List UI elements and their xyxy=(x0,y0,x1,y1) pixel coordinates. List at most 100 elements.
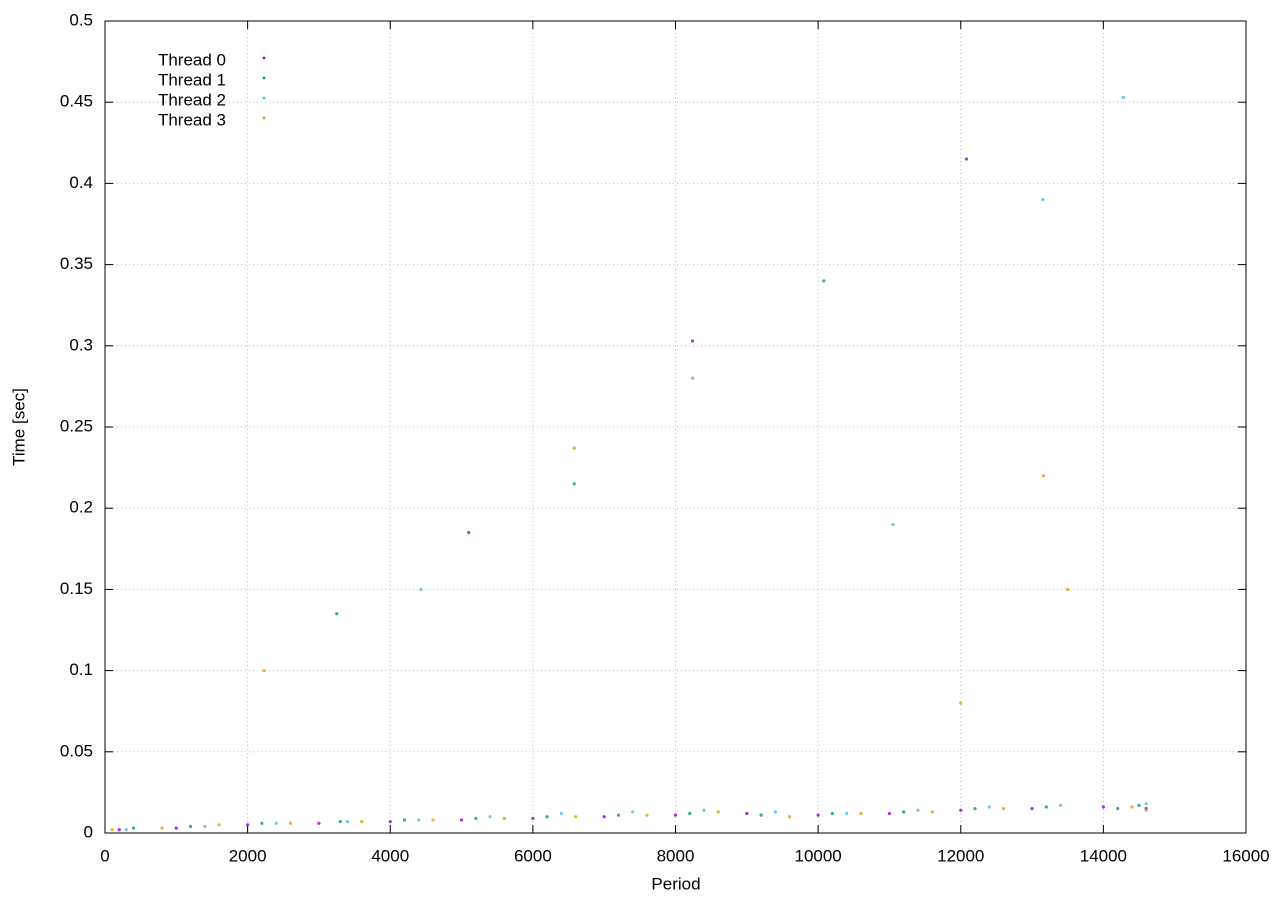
point xyxy=(467,530,471,535)
point xyxy=(572,482,576,486)
point xyxy=(1001,807,1006,811)
point xyxy=(716,810,720,814)
x-tick-label: 12000 xyxy=(937,846,984,865)
point xyxy=(1116,807,1120,811)
x-tick-label: 8000 xyxy=(657,846,695,865)
y-axis-label: Time [sec] xyxy=(9,388,28,466)
point xyxy=(274,821,278,825)
y-tick-label: 0.35 xyxy=(60,254,93,273)
point xyxy=(246,823,250,827)
point xyxy=(110,828,114,832)
point xyxy=(502,816,506,820)
point xyxy=(1041,198,1045,202)
point xyxy=(822,279,826,283)
legend-marker xyxy=(262,96,266,100)
point xyxy=(788,815,792,819)
point xyxy=(531,816,535,820)
point xyxy=(574,815,578,819)
point xyxy=(964,157,969,161)
point xyxy=(887,811,892,816)
point xyxy=(759,813,763,817)
point xyxy=(419,587,423,592)
point xyxy=(773,810,777,814)
point xyxy=(645,813,649,817)
point xyxy=(673,813,678,817)
point xyxy=(545,815,549,819)
x-tick-label: 4000 xyxy=(371,846,409,865)
x-tick-label: 2000 xyxy=(229,846,267,865)
x-tick-label: 6000 xyxy=(514,846,552,865)
point xyxy=(117,828,121,832)
point xyxy=(417,818,421,822)
point xyxy=(1030,807,1034,811)
point xyxy=(1121,95,1125,99)
x-tick-label: 0 xyxy=(100,846,109,865)
point xyxy=(203,824,207,829)
point xyxy=(345,820,350,824)
point xyxy=(987,805,991,809)
point xyxy=(691,339,695,343)
point xyxy=(1137,803,1141,807)
point xyxy=(459,818,464,822)
point xyxy=(916,808,920,812)
x-tick-label: 10000 xyxy=(794,846,841,865)
point xyxy=(691,376,695,380)
point xyxy=(1044,805,1048,809)
point xyxy=(160,826,164,830)
x-tick-label: 14000 xyxy=(1080,846,1127,865)
y-tick-label: 0.45 xyxy=(60,92,93,111)
plot-border xyxy=(104,20,1247,834)
x-axis-label: Period xyxy=(651,874,700,893)
point xyxy=(131,826,136,830)
point xyxy=(559,811,564,816)
legend-marker xyxy=(262,116,266,120)
point xyxy=(217,823,221,827)
y-tick-label: 0.1 xyxy=(69,660,93,679)
point xyxy=(688,811,692,816)
point xyxy=(262,669,266,673)
y-tick-label: 0.3 xyxy=(69,335,93,354)
legend-label: Thread 1 xyxy=(158,70,226,89)
point xyxy=(317,821,321,825)
point xyxy=(973,807,977,811)
legend-marker xyxy=(262,56,266,60)
point xyxy=(124,828,128,832)
point xyxy=(431,818,435,822)
point xyxy=(816,813,820,817)
point xyxy=(1130,805,1134,809)
point xyxy=(1144,802,1148,806)
y-tick-label: 0.5 xyxy=(69,10,93,29)
point xyxy=(488,815,492,819)
y-tick-label: 0.15 xyxy=(60,579,93,598)
point xyxy=(891,522,895,527)
point xyxy=(288,821,293,825)
point xyxy=(745,811,749,816)
point xyxy=(338,820,342,824)
y-tick-label: 0.4 xyxy=(69,173,93,192)
point xyxy=(930,810,934,814)
point xyxy=(260,821,264,825)
y-tick-label: 0.25 xyxy=(60,416,93,435)
point xyxy=(1101,805,1105,809)
point xyxy=(1041,474,1046,478)
legend-label: Thread 2 xyxy=(158,90,226,109)
y-tick-label: 0.2 xyxy=(69,498,93,517)
point xyxy=(1144,808,1148,812)
y-tick-label: 0.05 xyxy=(60,741,93,760)
point xyxy=(572,446,576,450)
legend-label: Thread 0 xyxy=(158,50,226,69)
point xyxy=(1066,587,1070,592)
legend-marker xyxy=(262,76,266,80)
point xyxy=(616,813,621,817)
point xyxy=(631,810,635,814)
point xyxy=(402,818,407,822)
point xyxy=(702,808,706,812)
point xyxy=(335,612,339,616)
point xyxy=(845,811,849,816)
point xyxy=(474,816,478,820)
point xyxy=(959,808,963,812)
point xyxy=(902,810,906,814)
